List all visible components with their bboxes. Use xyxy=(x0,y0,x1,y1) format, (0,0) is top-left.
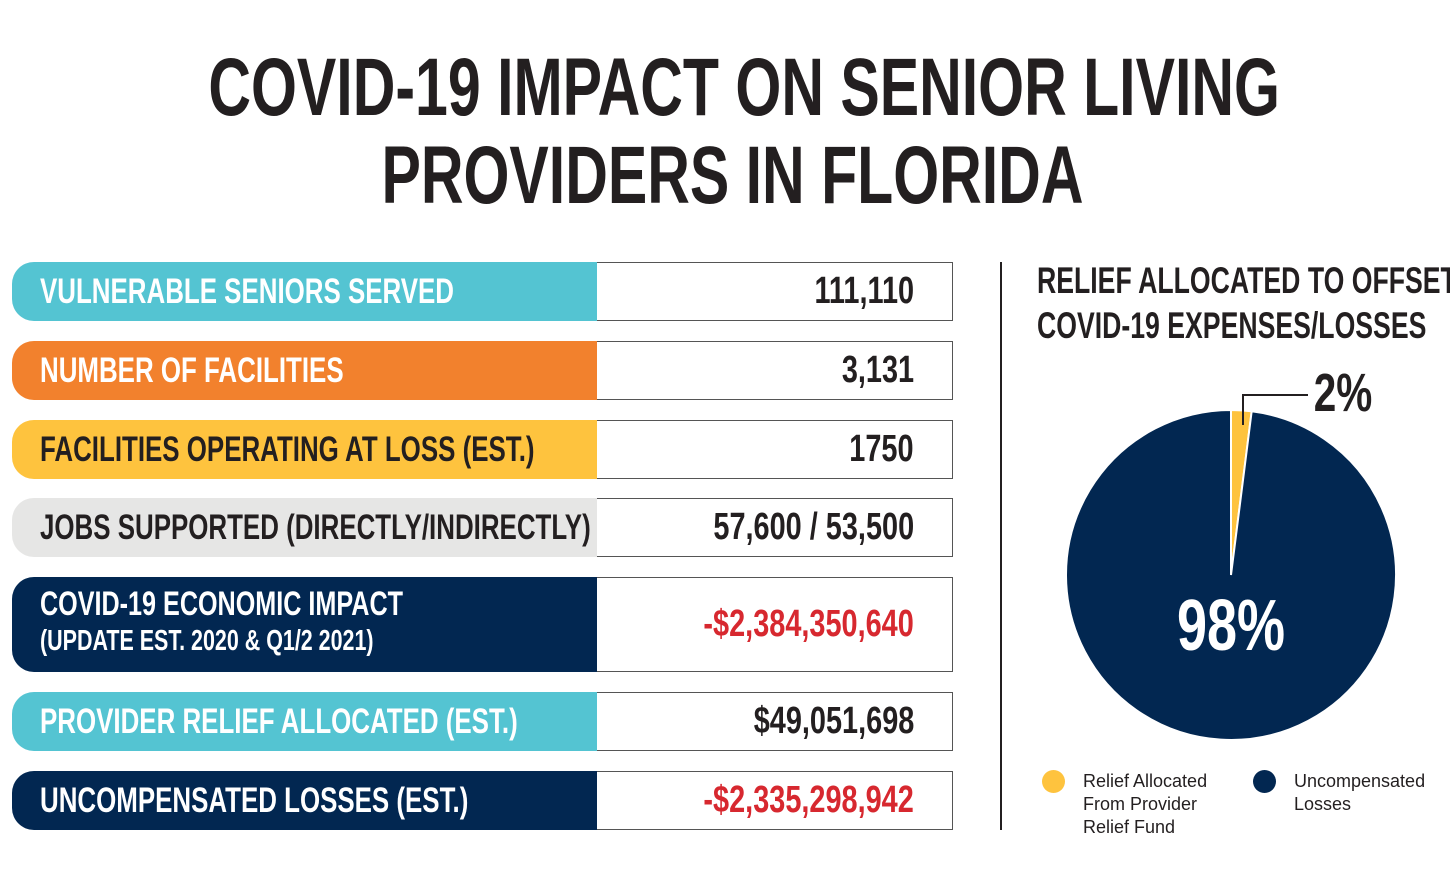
stat-value-box: 111,110 xyxy=(597,262,953,321)
stat-value: 57,600 / 53,500 xyxy=(713,505,914,548)
pie-title-line-1: RELIEF ALLOCATED TO OFFSET xyxy=(1037,260,1450,301)
stat-value: -$2,384,350,640 xyxy=(703,602,914,645)
leader-line xyxy=(1242,394,1308,425)
stat-row: JOBS SUPPORTED (DIRECTLY/INDIRECTLY) 57,… xyxy=(12,498,953,557)
stat-value: $49,051,698 xyxy=(753,699,914,742)
legend-swatch-uncompensated xyxy=(1253,770,1276,793)
stat-value-box: 57,600 / 53,500 xyxy=(597,498,953,557)
stat-value-box: 3,131 xyxy=(597,341,953,400)
legend-label-relief: Relief Allocated From Provider Relief Fu… xyxy=(1083,770,1207,839)
stat-value: 1750 xyxy=(849,427,914,470)
stat-label: NUMBER OF FACILITIES xyxy=(40,351,344,390)
stat-sublabel: (UPDATE EST. 2020 & Q1/2 2021) xyxy=(40,625,374,657)
stat-row: NUMBER OF FACILITIES 3,131 xyxy=(12,341,953,400)
stat-label-bar: NUMBER OF FACILITIES xyxy=(12,341,597,400)
stat-label: VULNERABLE SENIORS SERVED xyxy=(40,272,454,311)
stat-value: 111,110 xyxy=(814,269,914,312)
stat-row: VULNERABLE SENIORS SERVED 111,110 xyxy=(12,262,953,321)
stat-label: UNCOMPENSATED LOSSES (EST.) xyxy=(40,781,469,820)
stat-value-box: -$2,335,298,942 xyxy=(597,771,953,830)
stat-label: PROVIDER RELIEF ALLOCATED (EST.) xyxy=(40,702,518,741)
legend-text: Losses xyxy=(1294,794,1352,814)
stat-label-bar: JOBS SUPPORTED (DIRECTLY/INDIRECTLY) xyxy=(12,498,597,557)
stat-label-bar: PROVIDER RELIEF ALLOCATED (EST.) xyxy=(12,692,597,751)
page-title: COVID-19 IMPACT ON SENIOR LIVING PROVIDE… xyxy=(0,44,1450,220)
stat-label: FACILITIES OPERATING AT LOSS (EST.) xyxy=(40,430,535,469)
stat-label-bar: FACILITIES OPERATING AT LOSS (EST.) xyxy=(12,420,597,479)
legend-text: Relief Fund xyxy=(1083,817,1176,837)
pie-title-line-2: COVID-19 EXPENSES/LOSSES xyxy=(1037,305,1427,346)
stat-row: FACILITIES OPERATING AT LOSS (EST.) 1750 xyxy=(12,420,953,479)
stat-row: PROVIDER RELIEF ALLOCATED (EST.) $49,051… xyxy=(12,692,953,751)
title-line-2: PROVIDERS IN FLORIDA xyxy=(381,130,1083,221)
divider xyxy=(1000,262,1002,830)
legend-text: Uncompensated xyxy=(1294,771,1426,791)
title-line-1: COVID-19 IMPACT ON SENIOR LIVING xyxy=(208,42,1280,133)
pie-title: RELIEF ALLOCATED TO OFFSET COVID-19 EXPE… xyxy=(1037,258,1450,348)
stat-label-bar: UNCOMPENSATED LOSSES (EST.) xyxy=(12,771,597,830)
stat-value-box: $49,051,698 xyxy=(597,692,953,751)
stat-value-box: -$2,384,350,640 xyxy=(597,577,953,672)
stat-label-bar: VULNERABLE SENIORS SERVED xyxy=(12,262,597,321)
stat-value: -$2,335,298,942 xyxy=(703,778,914,821)
pie-data-label: 2% xyxy=(1314,363,1373,423)
pie-slice-1 xyxy=(1065,408,1397,741)
stat-value-box: 1750 xyxy=(597,420,953,479)
stat-label: COVID-19 ECONOMIC IMPACT xyxy=(40,585,403,623)
stat-row: COVID-19 ECONOMIC IMPACT (UPDATE EST. 20… xyxy=(12,577,953,672)
stat-row: UNCOMPENSATED LOSSES (EST.) -$2,335,298,… xyxy=(12,771,953,830)
legend-label-uncompensated: Uncompensated Losses xyxy=(1294,770,1425,816)
legend-text: From Provider xyxy=(1083,794,1198,814)
stat-label: JOBS SUPPORTED (DIRECTLY/INDIRECTLY) xyxy=(40,508,591,547)
stat-value: 3,131 xyxy=(841,348,914,391)
legend-text: Relief Allocated xyxy=(1083,771,1208,791)
legend-swatch-relief xyxy=(1042,770,1065,793)
pie-data-label: 98% xyxy=(1177,586,1285,666)
stat-label-bar: COVID-19 ECONOMIC IMPACT (UPDATE EST. 20… xyxy=(12,577,597,672)
